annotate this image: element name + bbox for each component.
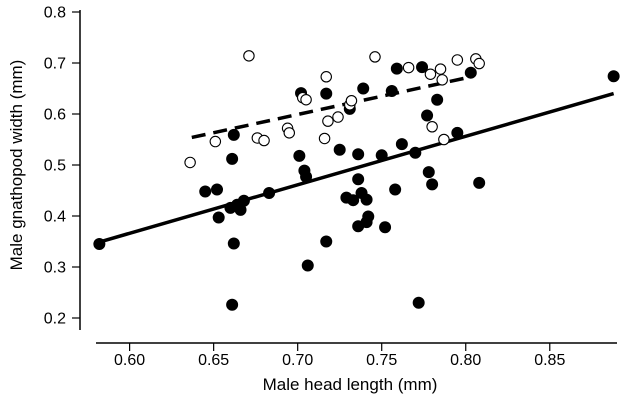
filled-data-point: [389, 183, 402, 196]
open-data-point: [332, 111, 344, 123]
y-axis-ticks: 0.2 0.3 0.4 0.5 0.6 0.7 0.8: [44, 5, 80, 328]
filled-data-point: [293, 149, 306, 162]
filled-data-point: [421, 109, 434, 122]
y-tick-label: 0.5: [44, 158, 66, 175]
open-data-point: [320, 71, 332, 83]
filled-data-point: [473, 176, 486, 189]
y-tick-label: 0.2: [44, 311, 66, 328]
filled-data-point: [93, 238, 106, 251]
x-tick-label: 0.70: [282, 352, 313, 369]
filled-data-point: [347, 194, 360, 207]
y-tick-label: 0.6: [44, 107, 66, 124]
x-tick-label: 0.85: [534, 352, 565, 369]
filled-data-point: [375, 149, 388, 162]
filled-data-point: [226, 298, 239, 311]
open-data-point: [436, 74, 448, 86]
open-data-point: [451, 54, 464, 66]
filled-data-point: [226, 152, 239, 165]
filled-data-point: [422, 166, 435, 179]
open-data-point: [300, 93, 312, 106]
open-data-point: [434, 63, 447, 75]
filled-data-point: [357, 82, 370, 95]
filled-data-point: [412, 296, 425, 309]
filled-data-point: [416, 61, 429, 74]
open-data-point: [438, 133, 450, 146]
filled-data-point: [352, 148, 365, 161]
open-data-point: [243, 50, 255, 62]
x-tick-label: 0.60: [114, 352, 145, 369]
open-data-point: [322, 115, 334, 127]
x-tick-label: 0.75: [366, 352, 397, 369]
filled-data-point: [227, 237, 240, 250]
dashed-regression-line: [191, 75, 470, 140]
open-data-point: [426, 121, 438, 133]
filled-data-point: [362, 210, 375, 223]
x-tick-label: 0.65: [198, 352, 229, 369]
filled-data-point: [464, 66, 477, 79]
filled-data-point: [263, 187, 276, 200]
open-data-point: [258, 134, 270, 147]
filled-data-point: [409, 146, 422, 159]
filled-data-point: [227, 128, 240, 141]
filled-data-point: [301, 259, 314, 272]
open-data-point: [402, 61, 415, 74]
open-data-point: [473, 57, 485, 70]
filled-data-point: [379, 221, 392, 234]
filled-data-point: [431, 93, 444, 106]
filled-data-point: [237, 194, 250, 207]
open-data-point: [369, 51, 381, 63]
filled-data-point: [300, 170, 313, 183]
y-axis-label: Male gnathopod width (mm): [7, 60, 26, 271]
filled-data-point: [390, 62, 403, 75]
filled-data-point: [360, 193, 373, 206]
open-data-point: [209, 135, 222, 148]
open-data-point: [424, 68, 437, 80]
y-tick-label: 0.4: [44, 209, 66, 226]
plot-area: [93, 50, 620, 311]
filled-data-point: [451, 126, 464, 139]
open-data-point: [318, 132, 331, 145]
open-data-point: [184, 156, 196, 169]
filled-data-point: [426, 178, 439, 191]
x-axis-label: Male head length (mm): [263, 375, 438, 394]
filled-data-point: [385, 85, 398, 98]
x-axis-ticks: 0.60 0.65 0.70 0.75 0.80 0.85: [114, 343, 565, 369]
filled-data-point: [395, 138, 408, 151]
open-data-point: [283, 127, 296, 139]
filled-data-point: [199, 185, 212, 198]
y-tick-label: 0.7: [44, 56, 66, 73]
y-tick-label: 0.3: [44, 260, 66, 277]
filled-data-point: [320, 87, 333, 100]
solid-regression-line: [98, 91, 615, 244]
x-tick-label: 0.80: [450, 352, 481, 369]
filled-data-point: [320, 235, 333, 248]
filled-data-point: [352, 173, 365, 186]
filled-data-point: [212, 211, 225, 224]
open-data-point: [345, 94, 358, 107]
y-tick-label: 0.8: [44, 5, 66, 22]
filled-data-point: [333, 143, 346, 156]
filled-data-point: [211, 183, 224, 196]
filled-data-point: [607, 70, 620, 83]
